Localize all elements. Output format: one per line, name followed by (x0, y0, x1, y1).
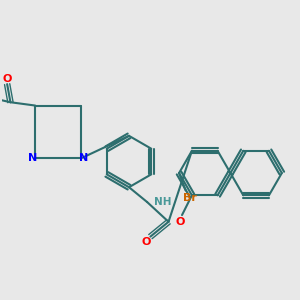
Text: Br: Br (183, 193, 196, 203)
Text: O: O (176, 217, 185, 227)
Text: NH: NH (154, 197, 171, 207)
Text: O: O (2, 74, 12, 84)
Text: N: N (28, 153, 37, 163)
Text: N: N (79, 153, 88, 163)
Text: O: O (142, 237, 151, 247)
